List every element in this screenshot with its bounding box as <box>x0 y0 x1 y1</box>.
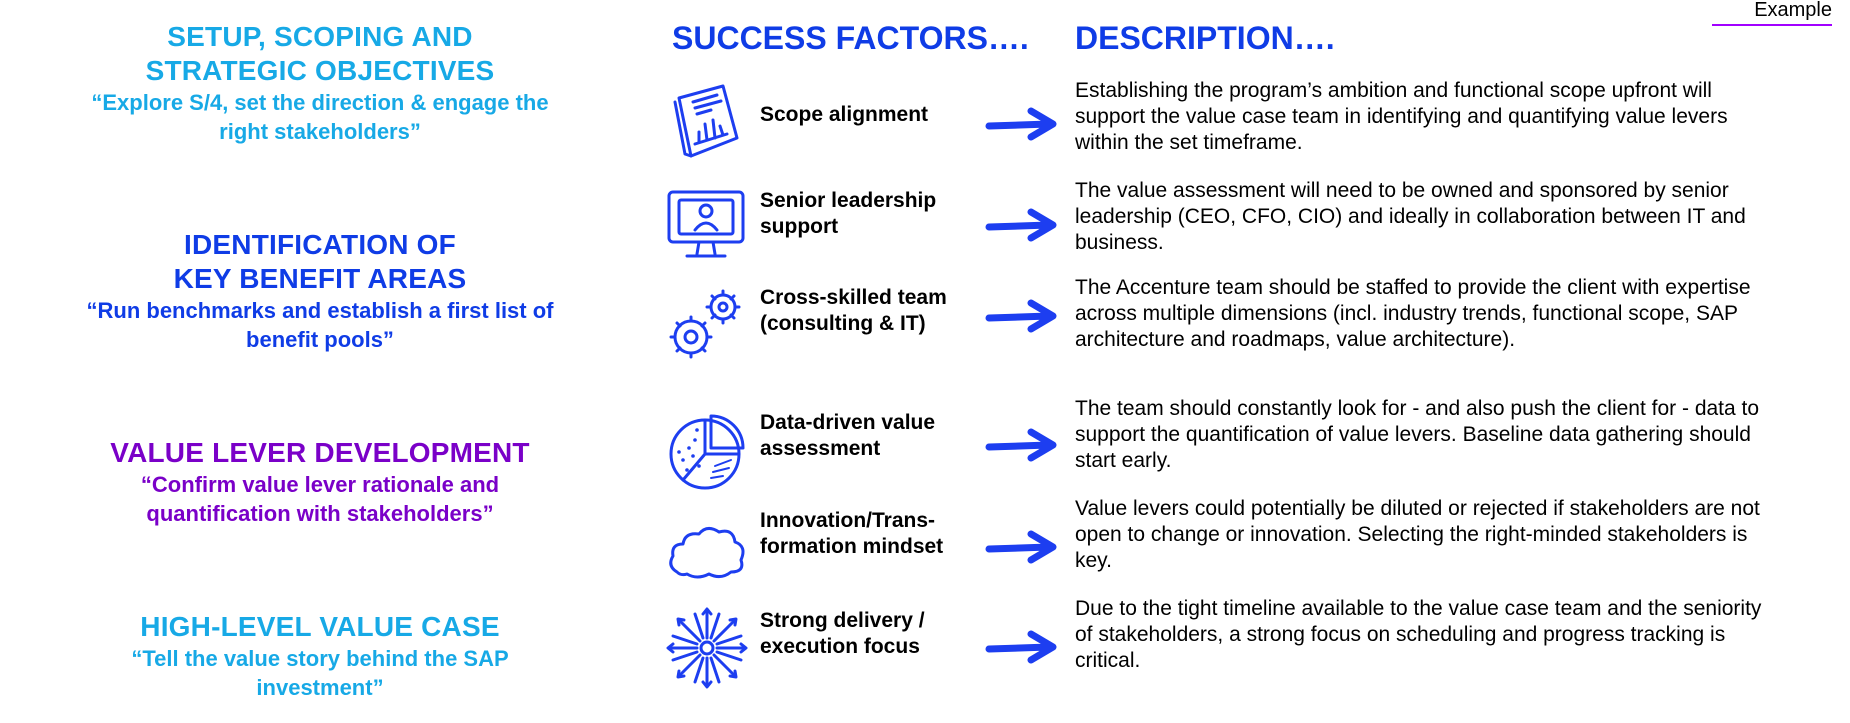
factor-label: Scope alignment <box>760 102 980 128</box>
arrow-right-icon <box>985 428 1057 462</box>
factor-description: The value assessment will need to be own… <box>1075 179 1746 254</box>
factor-row: Senior leadership support The value asse… <box>0 178 1850 274</box>
factor-label-line: assessment <box>760 437 881 460</box>
factor-description: Due to the tight timeline available to t… <box>1075 597 1762 672</box>
factor-row: Scope alignment Establishing the program… <box>0 78 1850 174</box>
arrow-right-icon <box>985 530 1057 564</box>
stage-quote: “Confirm value lever rationale and quant… <box>140 472 500 526</box>
arrow-right-icon <box>985 107 1057 141</box>
factor-label-line: support <box>760 215 839 238</box>
factor-label: Cross-skilled team (consulting & IT) <box>760 285 980 337</box>
factor-row: Cross-skilled team (consulting & IT) The… <box>0 275 1850 371</box>
arrow-right-icon <box>985 299 1057 333</box>
factor-label: Senior leadership support <box>760 188 980 240</box>
stage-value-lever: VALUE LEVER DEVELOPMENT “Confirm value l… <box>40 436 600 528</box>
factor-description: The team should constantly look for - an… <box>1075 397 1760 472</box>
stage-identification: IDENTIFICATION OF KEY BENEFIT AREAS “Run… <box>40 228 600 354</box>
cloud-icon <box>669 527 745 579</box>
factor-label-line: formation mindset <box>760 535 944 558</box>
factor-label-line: Data-driven value <box>760 411 936 434</box>
stage-title-line: STRATEGIC OBJECTIVES <box>145 55 495 86</box>
stage-title-line: KEY BENEFIT AREAS <box>173 263 467 294</box>
gears-icon <box>669 289 741 359</box>
factor-description: Value levers could potentially be dilute… <box>1075 497 1760 572</box>
success-factors-header: SUCCESS FACTORS…. <box>672 20 1029 56</box>
arrow-right-icon <box>985 630 1057 664</box>
factor-label: Strong delivery / execution focus <box>760 608 980 660</box>
stage-quote: “Run benchmarks and establish a first li… <box>86 298 554 352</box>
stage-quote: “Tell the value story behind the SAP inv… <box>131 646 509 700</box>
description-header: DESCRIPTION…. <box>1075 20 1335 56</box>
factor-description: The Accenture team should be staffed to … <box>1075 276 1751 351</box>
factor-row: Innovation/Trans- formation mindset Valu… <box>0 496 1850 592</box>
example-tag: Example <box>1712 0 1832 26</box>
monitor-person-icon <box>667 190 745 258</box>
factor-label-line: execution focus <box>760 635 920 658</box>
factor-description: Establishing the program’s ambition and … <box>1075 79 1728 154</box>
factor-label-line: Cross-skilled team <box>760 286 947 309</box>
stage-title-line: HIGH-LEVEL VALUE CASE <box>140 611 500 642</box>
factor-label-line: Innovation/Trans- <box>760 509 936 532</box>
stage-title-line: IDENTIFICATION OF <box>184 229 456 260</box>
factor-label-line: (consulting & IT) <box>760 312 926 335</box>
factor-label-line: Scope alignment <box>760 103 929 126</box>
arrow-right-icon <box>985 208 1057 242</box>
stage-quote: “Explore S/4, set the direction & engage… <box>91 90 549 144</box>
factor-label-line: Strong delivery / <box>760 609 925 632</box>
factor-row: Strong delivery / execution focus Due to… <box>0 596 1850 692</box>
stage-title-line: SETUP, SCOPING AND <box>167 21 473 52</box>
factor-label: Data-driven value assessment <box>760 410 980 462</box>
stage-value-case: HIGH-LEVEL VALUE CASE “Tell the value st… <box>40 610 600 702</box>
document-chart-icon <box>673 84 739 158</box>
stage-setup: SETUP, SCOPING AND STRATEGIC OBJECTIVES … <box>40 20 600 146</box>
factor-label: Innovation/Trans- formation mindset <box>760 508 980 560</box>
pie-chart-icon <box>669 414 745 490</box>
starburst-arrows-icon <box>666 607 748 689</box>
stage-title-line: VALUE LEVER DEVELOPMENT <box>110 437 530 468</box>
factor-row: Data-driven value assessment The team sh… <box>0 396 1850 492</box>
factor-label-line: Senior leadership <box>760 189 937 212</box>
